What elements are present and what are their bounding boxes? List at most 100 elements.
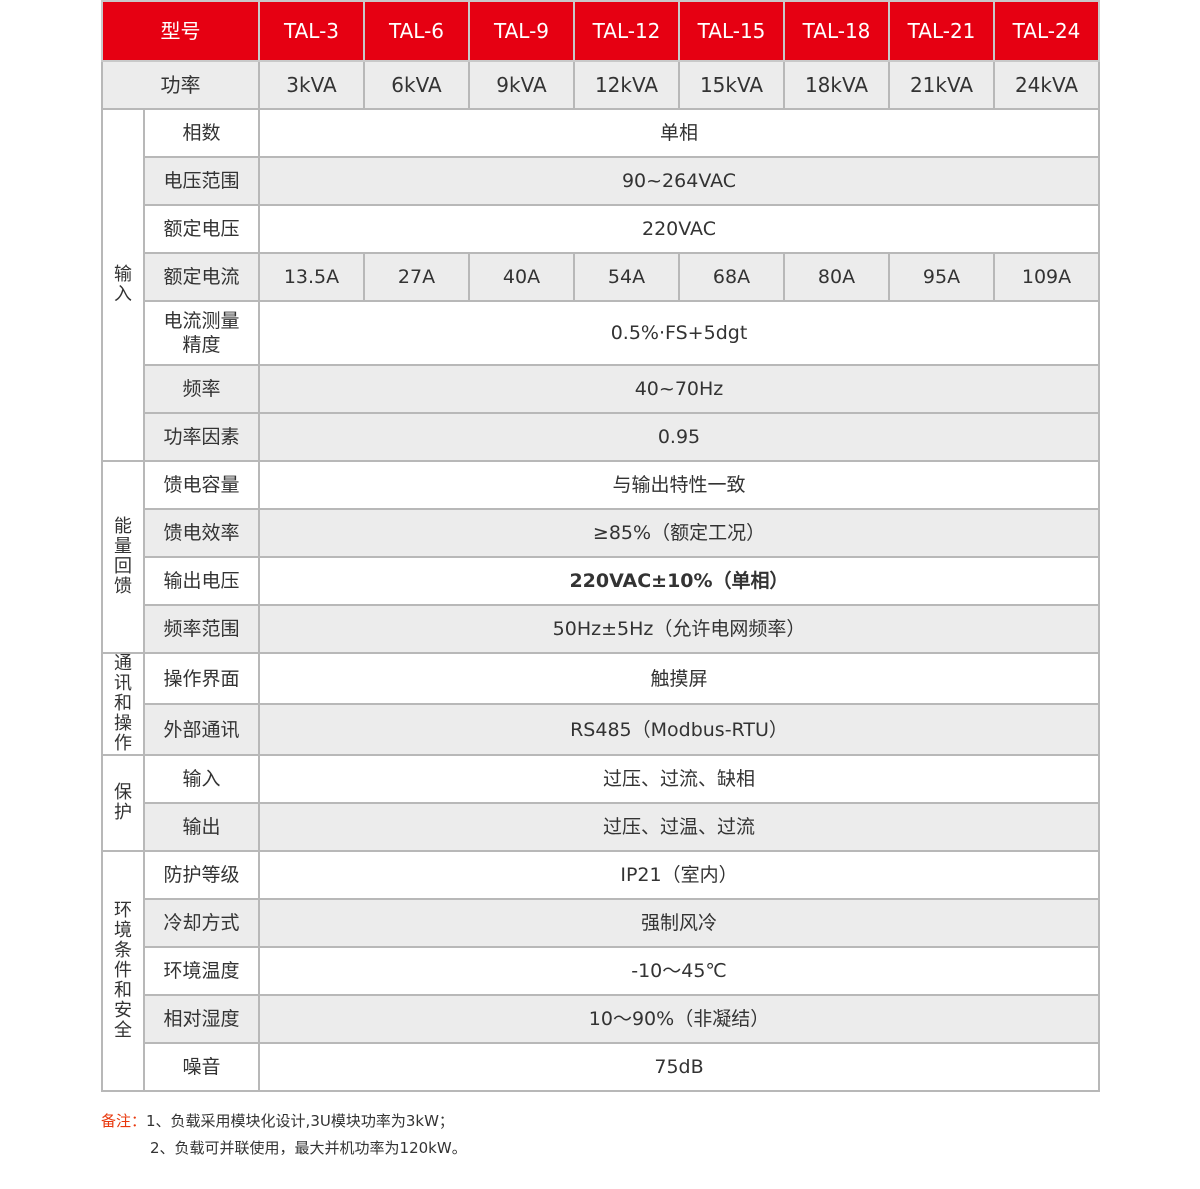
table-row: 功率因素 0.95	[102, 412, 1100, 462]
row-value: RS485（Modbus-RTU）	[258, 703, 1100, 756]
row-label: 频率	[143, 364, 260, 414]
power-value: 24kVA	[993, 60, 1100, 110]
group-name: 通讯和操作	[114, 653, 132, 754]
table-row: 环境温度 -10～45℃	[102, 946, 1100, 996]
power-value: 12kVA	[573, 60, 680, 110]
model-name: TAL-15	[678, 0, 785, 62]
model-name: TAL-12	[573, 0, 680, 62]
model-header: 型号	[101, 0, 260, 62]
row-value: ≥85%（额定工况）	[258, 508, 1100, 558]
table-row: 馈电效率 ≥85%（额定工况）	[102, 508, 1100, 558]
row-value: 220VAC±10%（单相）	[258, 556, 1100, 606]
row-label: 馈电效率	[143, 508, 260, 558]
group-label: 输入	[101, 108, 145, 462]
table-row: 噪音 75dB	[102, 1042, 1100, 1092]
notes: 备注：1、负载采用模块化设计,3U模块功率为3kW； 2、负载可并联使用，最大并…	[101, 1108, 467, 1162]
group-name: 输入	[114, 264, 132, 305]
table-row: 频率 40~70Hz	[102, 364, 1100, 414]
table-row: 通讯和操作 操作界面 触摸屏	[101, 652, 1100, 756]
power-row: 功率 3kVA 6kVA 9kVA 12kVA 15kVA 18kVA 21kVA 24kVA	[101, 60, 1100, 110]
row-label: 外部通讯	[143, 703, 260, 756]
group-label: 保护	[101, 754, 145, 852]
model-name: TAL-24	[993, 0, 1100, 62]
table-row: 外部通讯 RS485（Modbus-RTU）	[102, 703, 1100, 756]
row-value: 0.95	[258, 412, 1100, 462]
spec-table: 型号 TAL-3 TAL-6 TAL-9 TAL-12 TAL-15 TAL-18 TAL-2…	[101, 0, 1100, 1092]
power-value: 18kVA	[783, 60, 890, 110]
row-value: 68A	[678, 252, 785, 302]
table-row: 环境条件和安全 防护等级 IP21（室内）	[101, 850, 1100, 1092]
model-name: TAL-3	[258, 0, 365, 62]
row-value: 13.5A	[258, 252, 365, 302]
power-value: 9kVA	[468, 60, 575, 110]
row-value: 80A	[783, 252, 890, 302]
row-value: 10～90%（非凝结）	[258, 994, 1100, 1044]
table-row: 频率范围 50Hz±5Hz（允许电网频率）	[102, 604, 1100, 654]
power-value: 6kVA	[363, 60, 470, 110]
note-2: 2、负载可并联使用，最大并机功率为120kW。	[150, 1139, 467, 1157]
row-value: 与输出特性一致	[258, 460, 1100, 510]
note-1: 1、负载采用模块化设计,3U模块功率为3kW；	[146, 1112, 454, 1130]
row-value: 90~264VAC	[258, 156, 1100, 206]
model-name: TAL-18	[783, 0, 890, 62]
row-label: 额定电流	[143, 252, 260, 302]
row-value: 0.5%·FS+5dgt	[258, 300, 1100, 366]
power-label: 功率	[101, 60, 260, 110]
group-label: 通讯和操作	[101, 652, 145, 756]
row-label: 噪音	[143, 1042, 260, 1092]
row-label: 输入	[143, 754, 260, 804]
table-row: 输出 过压、过温、过流	[102, 802, 1100, 852]
model-name: TAL-21	[888, 0, 995, 62]
row-value: 过压、过温、过流	[258, 802, 1100, 852]
row-value: IP21（室内）	[258, 850, 1100, 900]
table-row: 相对湿度 10～90%（非凝结）	[102, 994, 1100, 1044]
row-label: 功率因素	[143, 412, 260, 462]
group-name: 能量回馈	[114, 516, 132, 597]
row-value: 40A	[468, 252, 575, 302]
row-label: 输出电压	[143, 556, 260, 606]
row-value: 54A	[573, 252, 680, 302]
table-row: 冷却方式 强制风冷	[102, 898, 1100, 948]
row-value: 触摸屏	[258, 652, 1100, 705]
group-name: 环境条件和安全	[114, 900, 132, 1041]
row-value: 单相	[258, 108, 1100, 158]
row-label: 输出	[143, 802, 260, 852]
table-row: 额定电流 13.5A 27A 40A 54A 68A 80A 95A 109A	[102, 252, 1100, 302]
row-label: 相对湿度	[143, 994, 260, 1044]
group-label: 能量回馈	[101, 460, 145, 654]
row-label: 冷却方式	[143, 898, 260, 948]
row-label: 操作界面	[143, 652, 260, 705]
notes-label: 备注：	[101, 1112, 147, 1130]
row-value: 95A	[888, 252, 995, 302]
row-label: 防护等级	[143, 850, 260, 900]
table-row: 电压范围 90~264VAC	[102, 156, 1100, 206]
power-value: 21kVA	[888, 60, 995, 110]
row-label: 环境温度	[143, 946, 260, 996]
row-value: 40~70Hz	[258, 364, 1100, 414]
table-row: 能量回馈 馈电容量 与输出特性一致	[101, 460, 1100, 654]
table-row: 电流测量精度 0.5%·FS+5dgt	[102, 300, 1100, 366]
power-value: 3kVA	[258, 60, 365, 110]
row-label: 电流测量精度	[143, 300, 260, 366]
row-value: -10～45℃	[258, 946, 1100, 996]
row-label: 额定电压	[143, 204, 260, 254]
group-name: 保护	[114, 782, 132, 823]
row-label: 频率范围	[143, 604, 260, 654]
row-label: 电压范围	[143, 156, 260, 206]
row-value: 75dB	[258, 1042, 1100, 1092]
model-name: TAL-9	[468, 0, 575, 62]
row-value: 220VAC	[258, 204, 1100, 254]
table-row: 输出电压 220VAC±10%（单相）	[102, 556, 1100, 606]
model-name: TAL-6	[363, 0, 470, 62]
group-label: 环境条件和安全	[101, 850, 145, 1092]
power-value: 15kVA	[678, 60, 785, 110]
table-row: 输入 相数 单相	[101, 108, 1100, 462]
row-value: 109A	[993, 252, 1100, 302]
table-row: 额定电压 220VAC	[102, 204, 1100, 254]
row-value: 过压、过流、缺相	[258, 754, 1100, 804]
row-value: 27A	[363, 252, 470, 302]
row-value: 强制风冷	[258, 898, 1100, 948]
row-value: 50Hz±5Hz（允许电网频率）	[258, 604, 1100, 654]
header-row: 型号 TAL-3 TAL-6 TAL-9 TAL-12 TAL-15 TAL-18 TAL-2…	[101, 0, 1100, 62]
row-label: 相数	[143, 108, 260, 158]
